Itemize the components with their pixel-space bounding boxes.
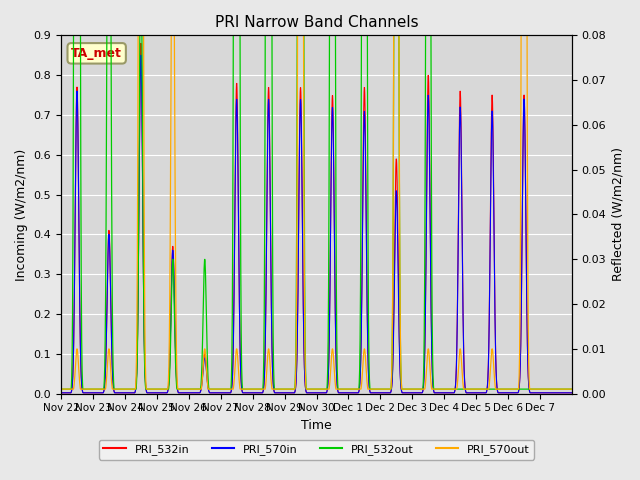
X-axis label: Time: Time (301, 419, 332, 432)
Title: PRI Narrow Band Channels: PRI Narrow Band Channels (214, 15, 419, 30)
Y-axis label: Reflected (W/m2/nm): Reflected (W/m2/nm) (612, 147, 625, 281)
Y-axis label: Incoming (W/m2/nm): Incoming (W/m2/nm) (15, 148, 28, 281)
Text: TA_met: TA_met (71, 47, 122, 60)
Legend: PRI_532in, PRI_570in, PRI_532out, PRI_570out: PRI_532in, PRI_570in, PRI_532out, PRI_57… (99, 440, 534, 460)
